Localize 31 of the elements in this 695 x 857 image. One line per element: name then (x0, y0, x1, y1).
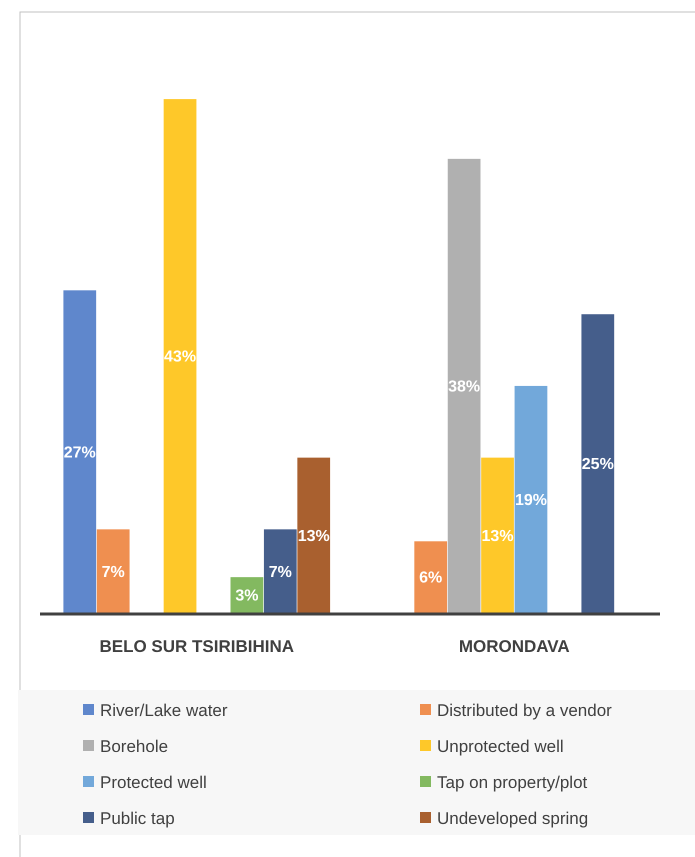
data-label: 38% (448, 378, 480, 396)
legend-label: Tap on property/plot (437, 772, 588, 792)
legend-label: Distributed by a vendor (437, 700, 612, 720)
legend-label: Protected well (100, 772, 207, 792)
legend-label: Undeveloped spring (437, 808, 588, 828)
x-tick-label: MORONDAVA (458, 637, 570, 656)
data-label: 6% (419, 570, 442, 587)
data-label: 43% (164, 348, 196, 366)
legend-label: Unprotected well (437, 736, 564, 756)
x-tick-label: BELO SUR TSIRIBIHINA (99, 637, 294, 656)
bar (481, 458, 514, 613)
data-label: 27% (64, 444, 96, 462)
data-label: 19% (514, 492, 547, 510)
bar (164, 99, 196, 613)
data-label: 25% (582, 456, 614, 474)
data-label: 3% (235, 588, 258, 605)
data-label: 7% (102, 564, 125, 581)
bar (63, 290, 96, 613)
bar (514, 386, 548, 613)
data-label: 13% (482, 528, 514, 545)
legend-label: Public tap (100, 808, 175, 828)
bar (414, 541, 448, 613)
bar (448, 158, 480, 613)
data-label: 13% (298, 528, 330, 545)
bar (264, 529, 297, 613)
bar (297, 458, 330, 613)
bar (96, 529, 130, 613)
bar (581, 314, 614, 613)
data-label: 7% (268, 564, 292, 581)
legend-label: Borehole (100, 736, 168, 756)
legend-label: River/Lake water (100, 700, 228, 720)
